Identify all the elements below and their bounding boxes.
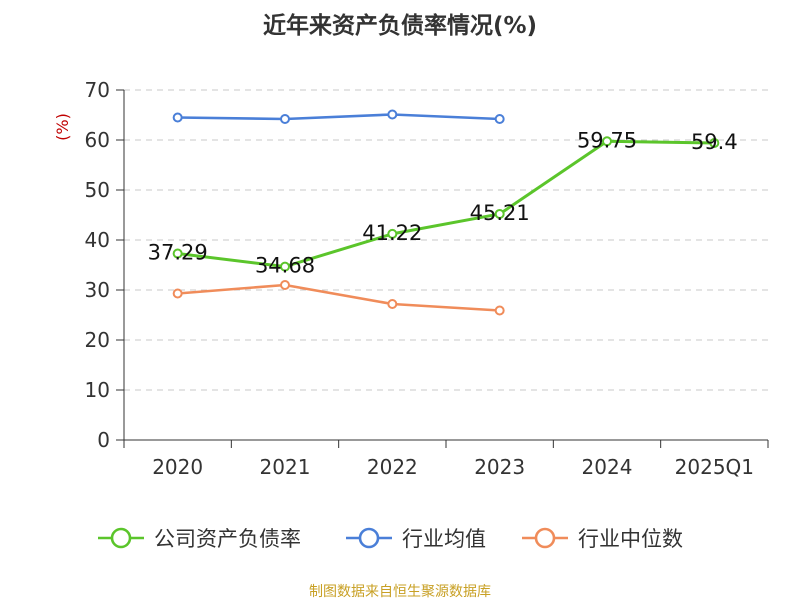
series-line [177,113,500,121]
series-line [177,283,500,312]
legend-item: 行业中位数 [522,527,683,551]
legend-label: 公司资产负债率 [154,527,301,551]
series-line [177,139,715,269]
x-tick-label: 2021 [260,455,311,479]
data-point [280,280,290,290]
source-note: 制图数据来自恒生聚源数据库 [309,584,491,600]
y-tick-label: 10 [85,378,110,402]
data-point [172,288,183,299]
grid [124,89,768,391]
x-tick-label: 2023 [474,455,525,479]
legend-label: 行业均值 [402,527,486,551]
data-point [494,114,505,124]
data-point [494,305,505,316]
legend-swatch-marker [358,527,380,549]
chart-title: 近年来资产负债率情况(%) [263,12,537,39]
y-tick-label: 60 [85,128,110,152]
x-tick-label: 2020 [152,455,203,479]
x-tick-label: 2022 [367,455,418,479]
y-tick-label: 30 [85,278,110,302]
data-label: 37.29 [148,241,208,265]
data-point [387,228,398,239]
data-point [280,114,290,124]
data-label: 59.75 [577,128,637,152]
legend-swatch-marker [534,527,556,549]
data-point [387,299,398,309]
x-tick-label: 2024 [582,455,633,479]
x-tick-label: 2025Q1 [675,455,754,479]
y-tick-label: 50 [85,178,110,202]
data-point [602,136,612,147]
data-labels: 37.29 34.68 41.22 45.21 59.75 59.4 [148,128,738,277]
data-point [494,208,505,219]
data-point [280,261,290,272]
series [172,109,720,316]
axes: 0 10 20 30 40 50 60 70 2020 2021 2022 2023 2024 2025Q… [85,78,769,479]
y-tick-label: 70 [85,78,110,102]
data-label: 45.21 [470,201,530,225]
data-label: 34.68 [255,254,315,278]
data-label: 41.22 [362,221,422,245]
data-label: 59.4 [691,130,738,154]
data-point [172,112,183,123]
data-point [172,248,183,259]
legend-item: 行业均值 [346,527,486,551]
legend-label: 行业中位数 [578,527,683,551]
legend-item: 公司资产负债率 [98,527,301,551]
legend: 公司资产负债率 行业均值 行业中位数 [98,527,683,551]
y-tick-label: 20 [85,328,110,352]
y-tick-label: 40 [85,228,110,252]
y-axis-unit: (%) [53,113,72,141]
data-point [709,138,720,148]
y-tick-label: 0 [97,428,110,452]
legend-swatch-marker [110,527,132,549]
data-point [387,109,398,120]
